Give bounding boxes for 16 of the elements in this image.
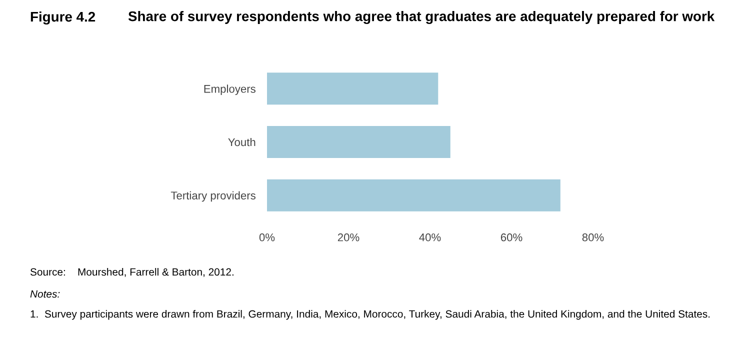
bar [267, 72, 438, 105]
x-tick-label: 80% [582, 233, 604, 242]
x-tick-label: 60% [500, 233, 522, 242]
y-tick-label: Tertiary providers [170, 191, 256, 202]
x-tick-label: 20% [338, 233, 360, 242]
text: Notes: [30, 290, 60, 298]
text: 1. Survey participants were drawn from Brazil, Germany, India, Mexico, Morocco, Turkey, Saudi Arabia, the United Kingdom, and the United States. [30, 310, 710, 320]
chart-subtitle: Share of survey respondents who agree that graduates are adequately prepared for work [128, 11, 715, 24]
bar [267, 179, 560, 212]
x-tick-label: 40% [419, 233, 441, 242]
source-note: Source: Mourshed, Farrell & Barton, 2012. [30, 268, 234, 277]
y-tick-label: Employers [204, 84, 256, 95]
text: Figure 4.2 [30, 11, 96, 25]
bar [267, 126, 450, 158]
x-tick-label: 0% [259, 233, 275, 242]
y-tick-label: Youth [228, 138, 256, 146]
